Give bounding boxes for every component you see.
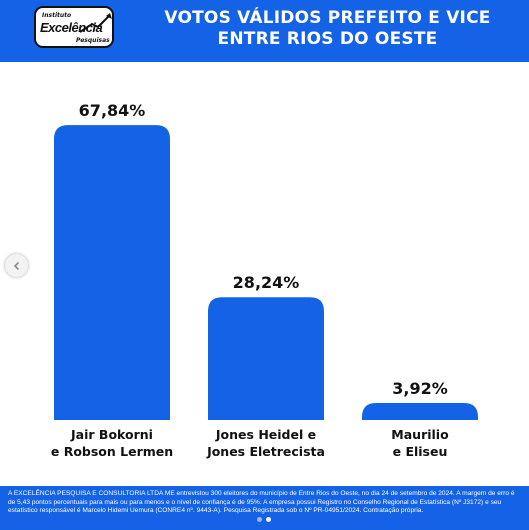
footer-text: A EXCELÊNCIA PESQUISA E CONSULTORIA LTDA… xyxy=(8,490,515,515)
category-label-3-line-1: Maurilio xyxy=(391,427,449,442)
category-label-2-line-1: Jones Heidel e xyxy=(215,427,316,442)
methodology-footer: A EXCELÊNCIA PESQUISA E CONSULTORIA LTDA… xyxy=(0,486,529,530)
carousel-dot-1[interactable] xyxy=(257,517,262,522)
page-title: VOTOS VÁLIDOS PREFEITO E VICE ENTRE RIOS… xyxy=(140,8,515,50)
bar-chart: 67,84% Jair Bokorni e Robson Lermen 28,24% J… xyxy=(51,101,478,459)
institute-logo: Instituto Excelência Pesquisas xyxy=(34,6,114,48)
carousel-dots xyxy=(257,517,271,522)
category-label-3-line-2: e Eliseu xyxy=(393,444,448,459)
logo-arrow-icon xyxy=(79,13,112,33)
title-line-2: ENTRE RIOS DO OESTE xyxy=(217,29,438,49)
bar-value-label-2: 28,24% xyxy=(233,273,300,292)
category-label-2-line-2: Jones Eletrecista xyxy=(206,444,325,459)
logo-text-main: Excelência xyxy=(40,20,103,35)
carousel-dot-2[interactable] xyxy=(266,517,271,522)
bar-value-label-3: 3,92% xyxy=(392,379,448,398)
logo-text-top: Instituto xyxy=(42,12,72,19)
carousel-prev-button[interactable] xyxy=(5,254,28,277)
bar-value-label-1: 67,84% xyxy=(79,101,146,120)
title-line-1: VOTOS VÁLIDOS PREFEITO E VICE xyxy=(164,8,491,28)
bar-3 xyxy=(362,402,478,420)
category-label-1-line-1: Jair Bokorni xyxy=(70,427,153,442)
bar-1 xyxy=(54,125,170,420)
category-label-1-line-2: e Robson Lermen xyxy=(51,444,173,459)
header-bar: Instituto Excelência Pesquisas VOTOS VÁL… xyxy=(0,0,529,62)
chevron-left-icon xyxy=(13,261,19,270)
logo-text-bottom: Pesquisas xyxy=(76,37,110,44)
bar-2 xyxy=(208,297,324,420)
